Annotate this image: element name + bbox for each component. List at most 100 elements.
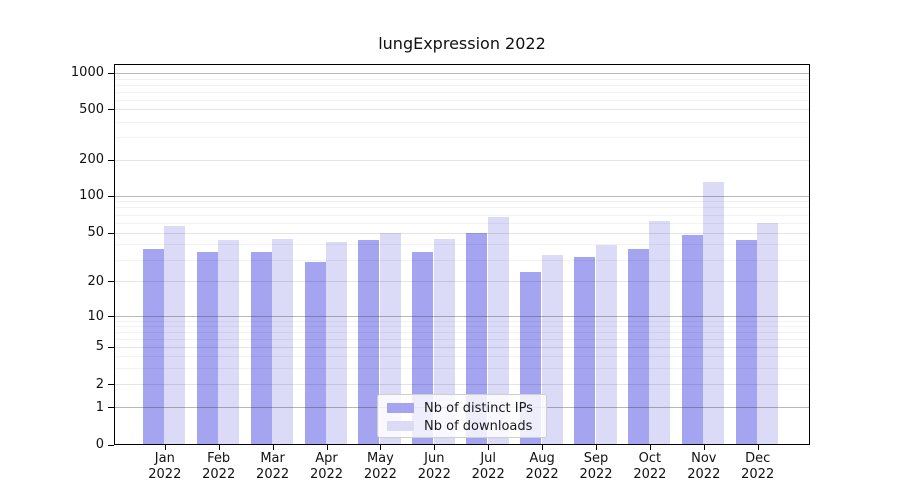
bar-distinct-ips-jul: [466, 233, 488, 445]
bar-distinct-ips-oct: [627, 249, 649, 445]
bar-downloads-feb: [218, 239, 240, 445]
bar-downloads-oct: [649, 220, 671, 445]
y-tick-label-50: 50: [87, 225, 104, 240]
bar-downloads-jun: [433, 238, 455, 445]
bar-distinct-ips-feb: [196, 251, 218, 445]
x-tick-mark: [326, 445, 328, 450]
x-tick-label-may: May 2022: [363, 451, 397, 482]
bar-distinct-ips-dec: [735, 239, 757, 445]
bar-distinct-ips-sep: [574, 256, 595, 445]
y-tick-label-1000: 1000: [70, 65, 104, 81]
x-tick-label-jun: Jun 2022: [417, 451, 451, 482]
y-tick-mark: [108, 72, 114, 74]
gridline-80: [114, 207, 810, 209]
gridline-500: [114, 109, 810, 111]
x-tick-mark: [488, 445, 490, 450]
gridline-3: [114, 367, 810, 369]
x-tick-label-sep: Sep 2022: [579, 451, 613, 482]
x-tick-mark: [272, 445, 274, 450]
bar-distinct-ips-may: [358, 239, 380, 445]
gridline-7: [114, 331, 810, 333]
bar-downloads-jul: [487, 216, 509, 445]
y-tick-label-500: 500: [79, 101, 104, 117]
y-tick-label-1: 1: [95, 399, 104, 415]
bar-downloads-apr: [326, 242, 347, 445]
gridline-50: [114, 232, 810, 234]
y-tick-label-20: 20: [87, 273, 104, 289]
gridline-900: [114, 78, 810, 80]
legend: Nb of distinct IPs Nb of downloads: [377, 394, 547, 438]
bar-distinct-ips-jan: [142, 249, 164, 445]
gridline-800: [114, 84, 810, 86]
x-tick-label-mar: Mar 2022: [256, 451, 290, 482]
y-tick-label-0: 0: [95, 437, 104, 452]
x-tick-label-jul: Jul 2022: [471, 451, 505, 482]
x-tick-label-oct: Oct 2022: [633, 451, 667, 482]
gridline-40: [114, 244, 810, 246]
bar-downloads-dec: [757, 223, 779, 445]
bar-distinct-ips-nov: [681, 235, 703, 445]
y-tick-label-200: 200: [79, 152, 104, 167]
gridline-60: [114, 222, 810, 224]
x-tick-label-apr: Apr 2022: [309, 451, 344, 482]
legend-row-distinct-ips: Nb of distinct IPs: [387, 399, 546, 417]
legend-swatch-distinct-ips: [387, 403, 414, 413]
y-tick-label-2: 2: [95, 376, 104, 392]
bar-downloads-sep: [595, 244, 617, 445]
gridline-300: [114, 137, 810, 139]
legend-label-downloads: Nb of downloads: [424, 418, 533, 434]
x-tick-mark: [218, 445, 220, 450]
bar-distinct-ips-apr: [304, 261, 326, 445]
x-tick-mark: [542, 445, 544, 450]
y-tick-mark: [108, 384, 114, 386]
y-tick-label-100: 100: [79, 188, 104, 204]
bar-downloads-jan: [164, 226, 186, 445]
gridline-70: [114, 214, 810, 216]
gridline-700: [114, 91, 810, 93]
x-tick-mark: [596, 445, 597, 450]
y-tick-label-5: 5: [95, 339, 104, 355]
x-tick-label-dec: Dec 2022: [741, 451, 775, 482]
gridline-4: [114, 355, 810, 357]
x-tick-label-nov: Nov 2022: [687, 451, 721, 482]
y-tick-mark: [108, 346, 114, 348]
y-tick-mark: [108, 444, 114, 446]
bar-downloads-nov: [703, 182, 725, 445]
gridline-8: [114, 326, 810, 328]
y-tick-mark: [108, 281, 114, 283]
x-tick-mark: [434, 445, 436, 450]
gridline-30: [114, 259, 810, 261]
gridline-20: [114, 281, 810, 283]
gridline-2: [114, 384, 810, 386]
bar-downloads-mar: [272, 238, 294, 445]
gridline-9: [114, 320, 810, 322]
y-tick-mark: [108, 316, 114, 318]
y-tick-mark: [108, 109, 114, 111]
bar-distinct-ips-mar: [250, 251, 272, 445]
x-tick-mark: [703, 445, 705, 450]
legend-row-downloads: Nb of downloads: [387, 417, 546, 435]
x-tick-label-aug: Aug 2022: [525, 451, 559, 482]
gridline-600: [114, 99, 810, 101]
y-tick-mark: [108, 407, 114, 409]
gridline-1000: [114, 72, 810, 74]
gridline-400: [114, 121, 810, 123]
y-tick-label-10: 10: [87, 308, 104, 324]
x-tick-label-feb: Feb 2022: [202, 451, 236, 482]
bar-downloads-may: [379, 233, 401, 445]
legend-label-distinct-ips: Nb of distinct IPs: [424, 400, 533, 416]
y-tick-mark: [108, 232, 114, 234]
y-tick-mark: [108, 195, 114, 197]
gridline-90: [114, 201, 810, 203]
gridline-100: [114, 195, 810, 197]
chart-title: lungExpression 2022: [378, 34, 546, 53]
gridline-10: [114, 316, 810, 318]
gridline-6: [114, 338, 810, 340]
gridline-5: [114, 346, 810, 348]
legend-swatch-downloads: [387, 421, 414, 431]
x-tick-mark: [164, 445, 166, 450]
gridline-200: [114, 159, 810, 161]
x-tick-mark: [380, 445, 382, 450]
y-tick-mark: [108, 159, 114, 161]
